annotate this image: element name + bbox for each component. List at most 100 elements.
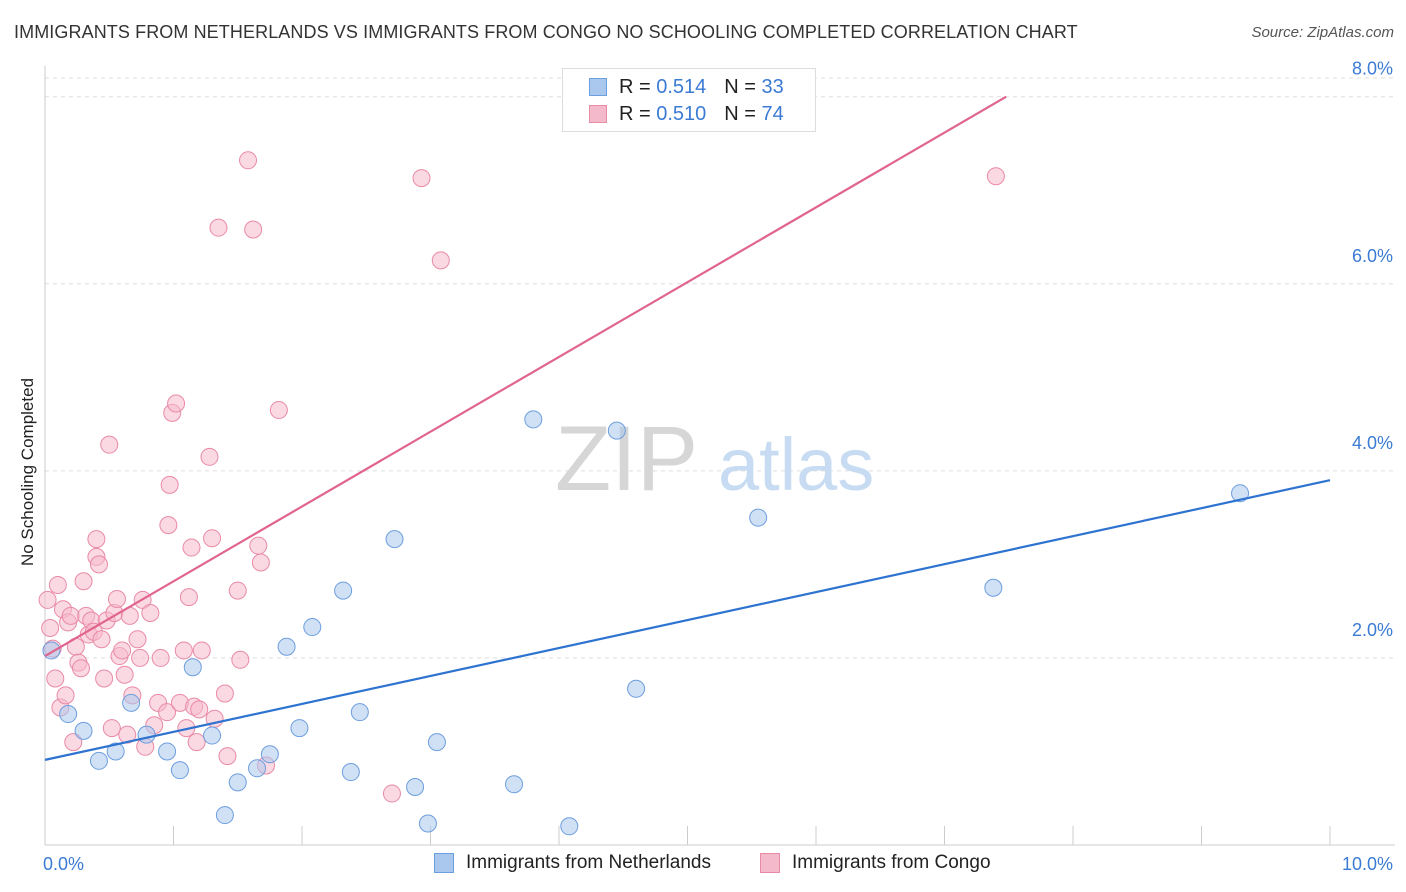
congo-point: [100, 435, 119, 454]
netherlands-point: [215, 806, 234, 825]
congo-point: [128, 630, 147, 649]
legend-r-label: R =: [619, 102, 651, 125]
watermark-atlas: atlas: [718, 423, 874, 506]
series-legend-congo[interactable]: Immigrants from Congo: [760, 852, 991, 874]
netherlands-point: [427, 733, 446, 752]
congo-point: [61, 606, 80, 625]
watermark: ZIP atlas: [555, 408, 874, 510]
series-name: Immigrants from Netherlands: [466, 852, 711, 873]
netherlands-point: [122, 693, 141, 712]
congo-point: [239, 151, 258, 170]
congo-point: [102, 719, 121, 738]
netherlands-point: [341, 763, 360, 782]
congo-point: [200, 447, 219, 466]
congo-point: [95, 669, 114, 688]
congo-point: [41, 618, 60, 637]
legend-n-label: N =: [724, 75, 756, 98]
legend-r-label: R =: [619, 75, 651, 98]
netherlands-point: [137, 725, 156, 744]
series-legend-netherlands[interactable]: Immigrants from Netherlands: [434, 852, 711, 874]
netherlands-point: [290, 719, 309, 738]
netherlands-point: [984, 578, 1003, 597]
congo-point: [190, 700, 209, 719]
correlation-legend: R = 0.514 N = 33 R = 0.510 N = 74: [562, 68, 816, 132]
congo-point: [71, 659, 90, 678]
y-tick-label: 2.0%: [1352, 620, 1393, 640]
congo-point: [986, 167, 1005, 186]
netherlands-point: [277, 637, 296, 656]
series-swatch-blue: [434, 853, 454, 873]
congo-point: [228, 581, 247, 600]
congo-point: [159, 516, 178, 535]
congo-point: [431, 251, 450, 270]
congo-point: [209, 218, 228, 237]
congo-point: [151, 648, 170, 667]
congo-point: [113, 641, 132, 660]
series-name: Immigrants from Congo: [792, 852, 991, 873]
congo-point: [182, 538, 201, 557]
tick-labels: 2.0% 4.0% 6.0% 8.0% 0.0% 10.0%: [43, 59, 1393, 874]
netherlands-point: [89, 751, 108, 770]
congo-point: [158, 703, 177, 722]
netherlands-trend-line: [44, 479, 1331, 761]
netherlands-point: [385, 530, 404, 549]
data-points: [38, 151, 1250, 836]
netherlands-point: [627, 679, 646, 698]
legend-n-value: 33: [761, 75, 784, 98]
netherlands-point: [59, 705, 78, 724]
congo-point: [203, 529, 222, 548]
x-tick-label: 10.0%: [1342, 854, 1393, 874]
congo-point: [192, 641, 211, 660]
congo-point: [174, 641, 193, 660]
legend-swatch-pink: [589, 105, 607, 123]
netherlands-point: [749, 508, 768, 527]
chart-title: IMMIGRANTS FROM NETHERLANDS VS IMMIGRANT…: [14, 22, 1078, 42]
netherlands-point: [418, 814, 437, 833]
congo-point: [87, 530, 106, 549]
congo-point: [231, 650, 250, 669]
congo-point: [56, 686, 75, 705]
netherlands-point: [158, 742, 177, 761]
legend-row-congo: R = 0.510 N = 74: [589, 102, 784, 126]
legend-n-label: N =: [724, 102, 756, 125]
congo-point: [179, 588, 198, 607]
legend-swatch-blue: [589, 78, 607, 96]
congo-point: [215, 684, 234, 703]
netherlands-point: [170, 761, 189, 780]
legend-r-value: 0.510: [656, 102, 707, 125]
netherlands-point: [260, 745, 279, 764]
x-tick-label: 0.0%: [43, 854, 84, 874]
series-swatch-pink: [760, 853, 780, 873]
netherlands-point: [334, 581, 353, 600]
netherlands-point: [1231, 484, 1250, 503]
y-tick-label: 6.0%: [1352, 246, 1393, 266]
source-credit: Source: ZipAtlas.com: [1251, 24, 1394, 41]
congo-point: [251, 553, 270, 572]
legend-row-netherlands: R = 0.514 N = 33: [589, 75, 784, 99]
congo-point: [382, 784, 401, 803]
trend-lines: [44, 95, 1331, 761]
netherlands-point: [203, 726, 222, 745]
congo-point: [167, 394, 186, 413]
congo-point: [412, 169, 431, 188]
congo-point: [249, 536, 268, 555]
legend-n-value: 74: [761, 102, 784, 125]
netherlands-point: [106, 742, 125, 761]
congo-point: [48, 575, 67, 594]
congo-point: [244, 220, 263, 239]
netherlands-point: [350, 703, 369, 722]
congo-trend-line: [44, 95, 1007, 658]
netherlands-point: [228, 773, 247, 792]
congo-point: [107, 589, 126, 608]
congo-point: [187, 733, 206, 752]
netherlands-point: [505, 775, 524, 794]
congo-point: [131, 648, 150, 667]
y-tick-label: 4.0%: [1352, 433, 1393, 453]
netherlands-point: [607, 421, 626, 440]
congo-point: [64, 733, 83, 752]
congo-point: [218, 747, 237, 766]
netherlands-point: [183, 658, 202, 677]
congo-point: [89, 555, 108, 574]
netherlands-point: [560, 817, 579, 836]
netherlands-point: [248, 759, 267, 778]
